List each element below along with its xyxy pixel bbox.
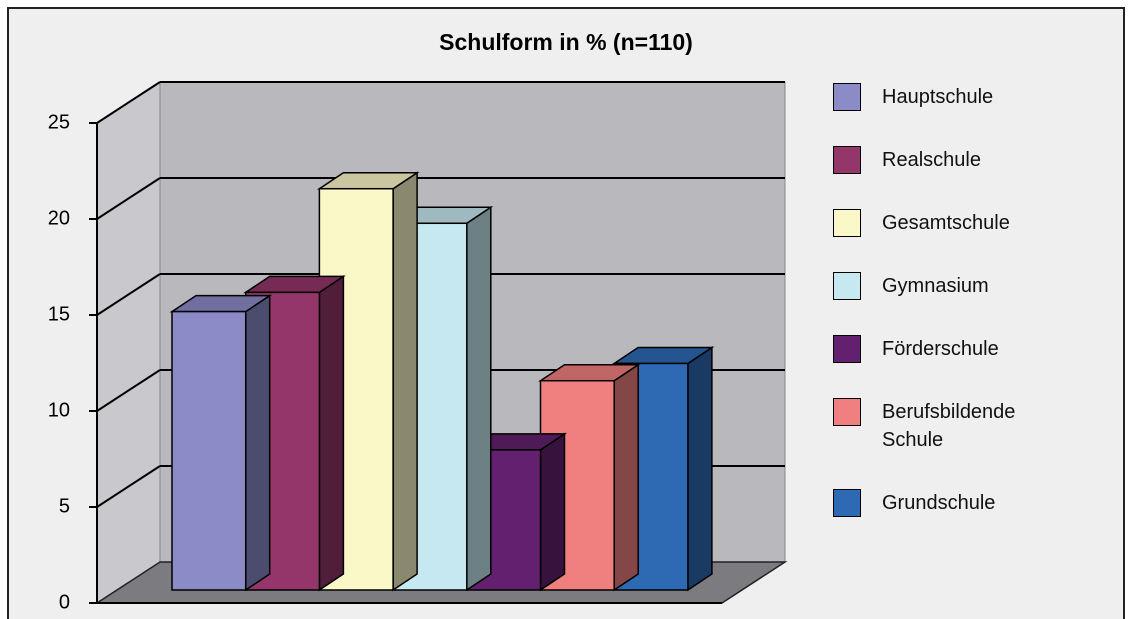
left-wall xyxy=(96,81,161,604)
grid-line xyxy=(96,369,161,412)
legend-item: Hauptschule xyxy=(833,83,1032,111)
bar-side xyxy=(466,205,492,592)
y-tick-label: 25 xyxy=(48,111,70,133)
legend-label: Grundschule xyxy=(882,492,996,514)
legend-item: Grundschule xyxy=(833,489,1032,517)
legend-label: Hauptschule xyxy=(882,86,994,108)
legend-label: Gymnasium xyxy=(882,275,989,297)
legend-swatch xyxy=(833,489,861,517)
legend-label: Berufsbildende Schule xyxy=(882,401,1016,451)
bar-side xyxy=(244,294,271,592)
legend-item: Gesamtschule xyxy=(833,209,1032,237)
legend-swatch xyxy=(833,209,861,237)
bar-side xyxy=(613,363,639,592)
legend: Hauptschule Realschule Gesamtschule Gymnasi… xyxy=(833,83,1032,517)
bar-side xyxy=(318,274,345,592)
legend-label: Gesamtschule xyxy=(882,212,1010,234)
y-tick-label: 5 xyxy=(59,495,70,517)
grid-line xyxy=(96,273,161,316)
grid-line xyxy=(96,81,161,124)
bar xyxy=(171,310,247,591)
legend-item: Förderschule xyxy=(833,335,1032,363)
legend-swatch xyxy=(833,335,861,363)
legend-label: Förderschule xyxy=(882,338,999,360)
legend-swatch xyxy=(833,398,861,426)
legend-item: Gymnasium xyxy=(833,272,1032,300)
grid-line xyxy=(96,177,161,220)
legend-item: Realschule xyxy=(833,146,1032,174)
y-tick-label: 10 xyxy=(48,399,70,421)
bar-side xyxy=(539,432,566,592)
legend-label: Realschule xyxy=(882,149,981,171)
legend-swatch xyxy=(833,146,861,174)
legend-swatch xyxy=(833,272,861,300)
bar-side xyxy=(687,346,713,592)
bar-side xyxy=(392,171,418,592)
legend-item: Berufsbildende Schule xyxy=(833,398,1032,454)
y-tick-label: 15 xyxy=(48,303,70,325)
y-tick-label: 20 xyxy=(48,207,70,229)
y-tick-label: 0 xyxy=(59,591,70,613)
legend-swatch xyxy=(833,83,861,111)
grid-line xyxy=(96,465,161,508)
chart-title: Schulform in % (n=110) xyxy=(439,29,693,55)
